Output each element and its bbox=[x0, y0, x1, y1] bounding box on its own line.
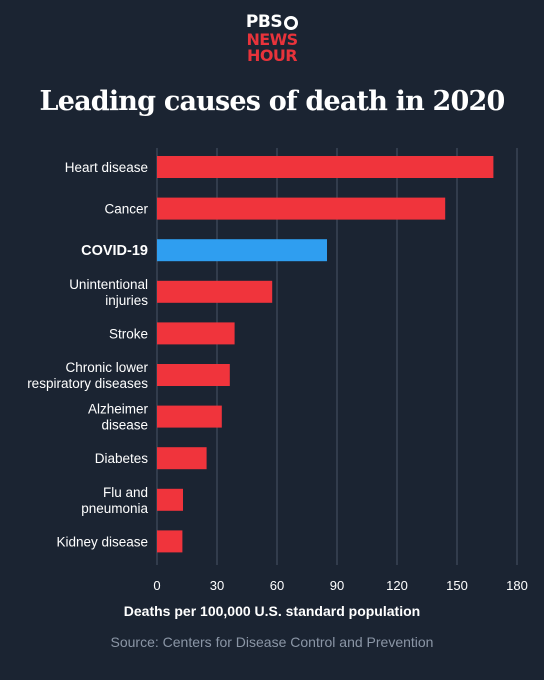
category-label-line: Alzheimer bbox=[88, 402, 149, 417]
category-label-line: pneumonia bbox=[81, 501, 148, 516]
bar bbox=[157, 156, 494, 178]
logo-hour-text: HOUR bbox=[247, 46, 298, 65]
logo-pbs-text: PBS bbox=[245, 12, 283, 32]
category-label-line: injuries bbox=[105, 293, 148, 308]
x-axis-label: Deaths per 100,000 U.S. standard populat… bbox=[123, 603, 421, 619]
category-label-line: Heart disease bbox=[65, 160, 148, 175]
pbs-newshour-logo: PBS NEWS HOUR bbox=[0, 12, 544, 65]
x-tick-label: 150 bbox=[446, 578, 468, 593]
category-label-line: COVID-19 bbox=[81, 243, 148, 259]
x-tick-label: 120 bbox=[386, 578, 408, 593]
category-label: Chronic lower respiratory diseases bbox=[27, 360, 148, 391]
category-label: Kidney disease bbox=[56, 534, 148, 549]
bar bbox=[157, 239, 327, 262]
x-tick-label: 180 bbox=[506, 578, 528, 593]
logo-pbs-line: PBS bbox=[245, 12, 299, 32]
bar bbox=[157, 488, 183, 511]
category-label-line: Stroke bbox=[109, 326, 148, 341]
bar bbox=[157, 364, 230, 386]
category-label-line: Flu and bbox=[103, 485, 148, 500]
logo-news-text: NEWS bbox=[246, 30, 298, 49]
category-label: COVID-19 bbox=[81, 243, 148, 259]
x-tick-label: 0 bbox=[153, 578, 160, 593]
bar bbox=[157, 405, 222, 428]
bar bbox=[157, 447, 207, 470]
category-label-line: Diabetes bbox=[95, 451, 149, 466]
category-label-line: Kidney disease bbox=[56, 534, 148, 549]
pbs-head-icon bbox=[284, 15, 299, 30]
bar bbox=[157, 280, 273, 303]
category-label: Stroke bbox=[109, 326, 148, 341]
source-note: Source: Centers for Disease Control and … bbox=[110, 634, 434, 650]
category-label: Diabetes bbox=[95, 451, 149, 466]
category-label-line: disease bbox=[101, 418, 148, 433]
category-label-line: Cancer bbox=[104, 202, 148, 217]
bar bbox=[157, 322, 235, 345]
category-label: Alzheimer disease bbox=[88, 402, 149, 433]
category-label: Heart disease bbox=[65, 160, 148, 175]
bar bbox=[157, 530, 183, 553]
x-tick-label: 60 bbox=[270, 578, 284, 593]
x-tick-label: 30 bbox=[210, 578, 224, 593]
category-label: Flu and pneumonia bbox=[81, 485, 148, 516]
bar bbox=[157, 197, 446, 220]
category-label: Cancer bbox=[104, 202, 148, 217]
category-label-line: Chronic lower bbox=[65, 360, 148, 375]
category-label-line: respiratory diseases bbox=[27, 376, 148, 391]
bar-chart: 0 30 60 90 120 150 180 Heart disease Cancer COVID… bbox=[27, 148, 528, 593]
category-label: Unintentional injuries bbox=[69, 277, 148, 308]
category-label-line: Unintentional bbox=[69, 277, 148, 292]
x-tick-label: 90 bbox=[330, 578, 344, 593]
chart-title: Leading causes of death in 2020 bbox=[39, 86, 506, 117]
